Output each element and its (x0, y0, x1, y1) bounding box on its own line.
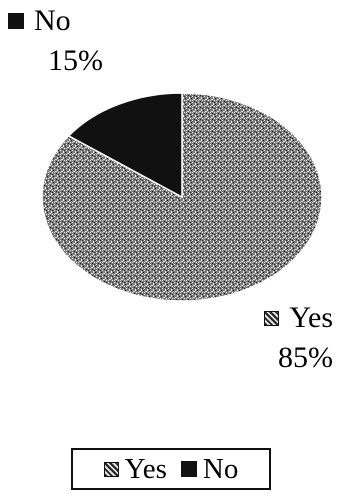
slice-value-no: 15% (48, 44, 103, 77)
slice-label-yes: Yes 85% (250, 303, 333, 373)
slice-category-yes: Yes (289, 301, 333, 334)
chart-legend: Yes No (71, 448, 271, 490)
pie-slice-no (67, 92, 183, 199)
slice-label-no: No 15% (8, 6, 103, 76)
legend-label-no: No (202, 452, 239, 485)
pie-slice-yes (41, 92, 323, 302)
legend-yes-swatch-icon (103, 461, 119, 477)
yes-swatch-icon (264, 310, 280, 326)
legend-no-swatch-icon (180, 461, 197, 477)
no-swatch-icon (8, 13, 24, 30)
legend-item-yes: Yes (103, 452, 167, 486)
slice-value-yes: 85% (278, 341, 333, 374)
legend-item-no: No (180, 452, 239, 486)
pie-slices (41, 92, 323, 302)
legend-label-yes: Yes (124, 452, 167, 485)
slice-category-no: No (34, 4, 71, 37)
